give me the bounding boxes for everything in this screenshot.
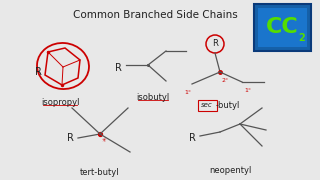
Text: CC: CC [266, 17, 298, 37]
Text: R: R [67, 133, 73, 143]
Text: 1°: 1° [244, 88, 252, 93]
Text: 1°: 1° [185, 90, 191, 95]
Text: sec: sec [201, 102, 213, 108]
Text: R: R [212, 39, 218, 48]
FancyBboxPatch shape [258, 8, 307, 47]
FancyBboxPatch shape [254, 4, 311, 51]
Text: isobutyl: isobutyl [136, 93, 170, 102]
Text: R: R [188, 133, 196, 143]
Text: isopropyl: isopropyl [41, 98, 79, 107]
Text: 2: 2 [299, 33, 305, 43]
Text: tert-butyl: tert-butyl [80, 168, 120, 177]
Text: ✳: ✳ [102, 138, 106, 143]
Text: neopentyl: neopentyl [209, 166, 251, 175]
Text: R: R [115, 63, 121, 73]
Text: -butyl: -butyl [216, 100, 240, 109]
Text: 2°: 2° [222, 78, 229, 83]
Text: R: R [35, 67, 41, 77]
Text: Common Branched Side Chains: Common Branched Side Chains [73, 10, 237, 20]
